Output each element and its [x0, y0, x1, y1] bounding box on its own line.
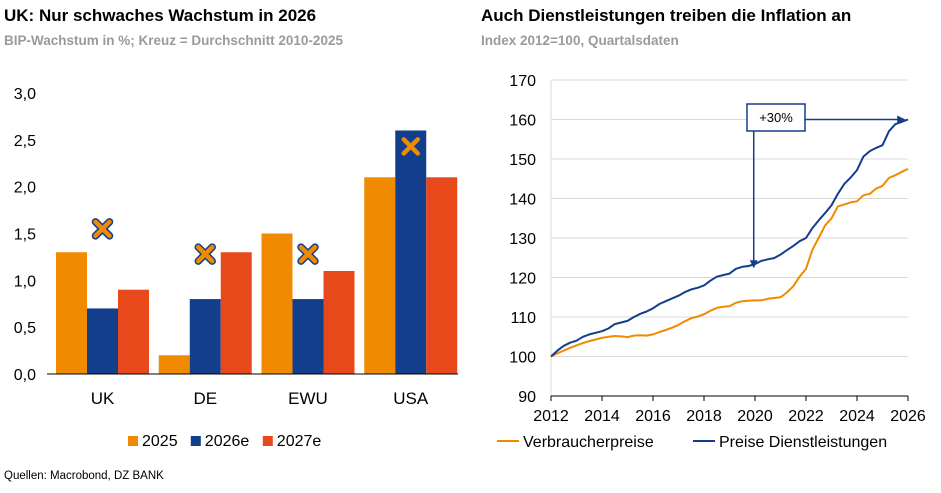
- legend-label-2025: 2025: [142, 433, 178, 450]
- y-tick-label: 0,0: [14, 367, 36, 384]
- x-tick-label: 2014: [584, 408, 620, 425]
- series-line-preise-dienstleistungen: [550, 118, 909, 358]
- y-tick-label: 160: [509, 113, 536, 130]
- x-tick-label: 2026: [890, 408, 926, 425]
- y-tick-label: 110: [510, 310, 536, 327]
- legend-label-verbraucherpreise: Verbraucherpreise: [523, 434, 654, 451]
- x-tick-label: 2018: [686, 408, 722, 425]
- bar-2027e-uk: [118, 289, 149, 374]
- x-category-label: USA: [393, 389, 429, 408]
- cross-fill: [196, 244, 215, 264]
- x-tick-label: 2020: [737, 408, 773, 425]
- series-line-verbraucherpreise: [550, 168, 909, 358]
- bar-2025-usa: [364, 177, 396, 374]
- average-cross-de: [194, 243, 216, 265]
- x-category-label: DE: [193, 389, 217, 408]
- y-tick-label: 0,5: [14, 320, 36, 337]
- source-note: Quellen: Macrobond, DZ BANK: [4, 470, 164, 482]
- average-cross-ewu: [297, 243, 319, 265]
- y-tick-label: 1,5: [14, 227, 36, 244]
- bar-2026e-ewu: [292, 299, 324, 374]
- cross-fill: [298, 244, 318, 264]
- annotation-label: +30%: [759, 110, 793, 125]
- cross-fill: [93, 219, 112, 239]
- y-tick-label: 2,0: [14, 180, 36, 197]
- bar-2025-ewu: [261, 233, 293, 374]
- bar-2027e-ewu: [323, 270, 355, 374]
- legend-swatch-2025: [128, 436, 138, 446]
- cross-fill: [401, 137, 420, 156]
- legend-label-preise-dienstleistungen: Preise Dienstleistungen: [719, 434, 887, 451]
- gdp-growth-bar-chart: 0,0 0,5 1,0 1,5 2,0 2,5 3,0 UK DE EWU USA 2025 2026e…: [14, 86, 458, 450]
- bar-2027e-usa: [426, 177, 458, 374]
- average-cross-usa: [400, 135, 422, 158]
- x-tick-label: 2022: [788, 408, 824, 425]
- x-category-label: UK: [91, 389, 115, 408]
- right-chart-subtitle: Index 2012=100, Quartalsdaten: [481, 33, 679, 48]
- legend-swatch-2026e: [190, 436, 201, 446]
- average-cross-uk: [91, 218, 114, 240]
- bar-2026e-uk: [87, 308, 118, 374]
- right-chart-title: Auch Dienstleistungen treiben die Inflat…: [481, 6, 852, 25]
- y-tick-label: 90: [518, 389, 536, 406]
- y-tick-label: 130: [509, 231, 536, 248]
- y-tick-label: 3,0: [14, 86, 36, 103]
- left-chart-title: UK: Nur schwaches Wachstum in 2026: [4, 6, 317, 25]
- y-tick-label: 150: [509, 152, 536, 169]
- annotation-box: [746, 103, 806, 132]
- y-tick-label: 2,5: [14, 133, 36, 150]
- legend-label-2026e: 2026e: [205, 433, 250, 450]
- y-tick-label: 1,0: [14, 273, 36, 290]
- y-tick-label: 170: [509, 73, 536, 90]
- bar-2027e-de: [220, 252, 252, 374]
- y-tick-label: 100: [509, 350, 536, 367]
- x-category-label: EWU: [288, 389, 328, 408]
- y-tick-label: 120: [509, 271, 536, 288]
- bar-2025-uk: [56, 252, 87, 374]
- bar-2025-de: [158, 355, 190, 374]
- x-tick-label: 2024: [839, 408, 875, 425]
- legend-label-2027e: 2027e: [277, 433, 322, 450]
- left-chart-subtitle: BIP-Wachstum in %; Kreuz = Durchschnitt …: [4, 33, 343, 48]
- legend-swatch-2027e: [262, 436, 273, 446]
- y-tick-label: 140: [509, 192, 536, 209]
- bar-2026e-de: [189, 299, 221, 374]
- x-tick-label: 2012: [533, 408, 569, 425]
- x-tick-label: 2016: [635, 408, 671, 425]
- bar-2026e-usa: [395, 130, 427, 374]
